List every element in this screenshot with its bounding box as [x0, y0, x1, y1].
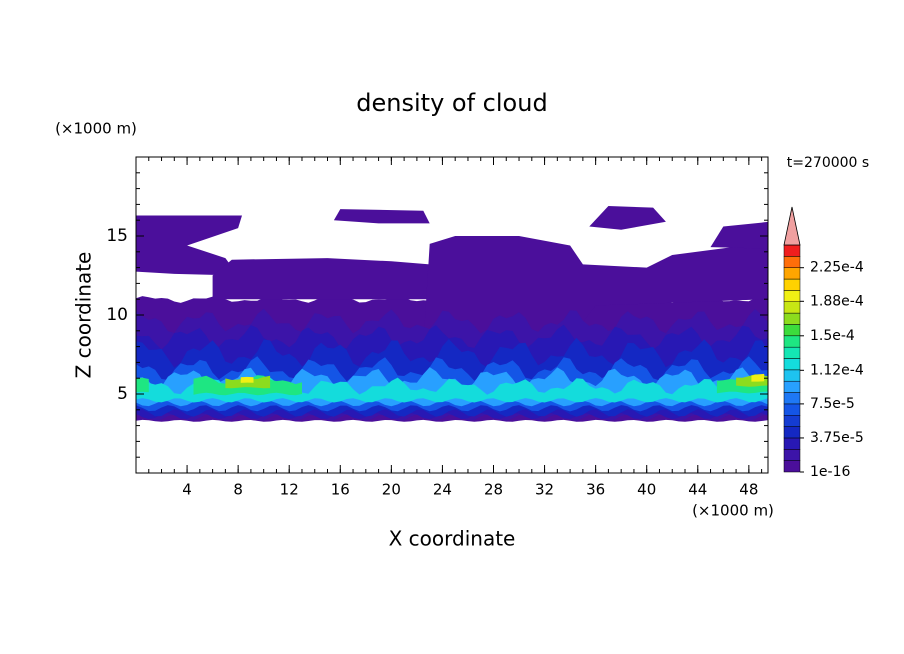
colorbar-label: 2.25e-4 — [810, 260, 864, 276]
colorbar-box — [783, 380, 801, 393]
colorbar-box — [783, 256, 801, 268]
colorbar-label: 7.5e-5 — [810, 396, 855, 412]
x-tick-label: 28 — [484, 481, 503, 499]
colorbar-box — [783, 358, 801, 371]
contour-region — [136, 377, 768, 403]
colorbar-box — [783, 278, 801, 291]
x-tick-label: 12 — [280, 481, 299, 499]
colorbar-box — [783, 244, 801, 257]
colorbar-box — [783, 335, 801, 348]
x-tick-label: 36 — [586, 481, 605, 499]
colorbar-box — [783, 426, 801, 439]
colorbar-label: 1.5e-4 — [810, 328, 855, 344]
contour-region — [212, 258, 430, 300]
colorbar-box — [783, 437, 801, 450]
contour-region — [589, 206, 666, 230]
x-tick-label: 44 — [688, 481, 707, 499]
contour-region — [710, 221, 768, 249]
colorbar-label: 3.75e-5 — [810, 430, 864, 446]
contour-region — [136, 377, 149, 393]
colorbar-label: 1.88e-4 — [810, 293, 864, 309]
y-axis-label: Z coordinate — [72, 252, 96, 379]
x-tick-label: 20 — [382, 481, 401, 499]
colorbar-box — [783, 301, 801, 314]
colorbar-box — [783, 403, 801, 416]
colorbar-label: 1e-16 — [810, 464, 850, 480]
contour-region — [333, 209, 430, 224]
x-tick-label: 8 — [233, 481, 243, 499]
chart-title: density of cloud — [356, 89, 547, 117]
contour-region — [240, 376, 254, 383]
colorbar-box — [783, 369, 801, 382]
colorbar-box — [783, 460, 801, 473]
x-axis-label: X coordinate — [389, 527, 516, 551]
time-label: t=270000 s — [787, 155, 869, 171]
x-tick-label: 16 — [331, 481, 350, 499]
x-tick-label: 4 — [182, 481, 192, 499]
y-unit: (×1000 m) — [55, 120, 137, 138]
x-unit: (×1000 m) — [692, 502, 774, 520]
colorbar-box — [783, 415, 801, 427]
colorbar-box — [783, 449, 801, 461]
colorbar-label: 1.12e-4 — [810, 362, 864, 378]
colorbar-box — [783, 392, 801, 405]
y-tick-label: 5 — [117, 384, 128, 404]
contour-field — [136, 206, 768, 422]
x-tick-label: 32 — [535, 481, 554, 499]
colorbar-extend — [783, 206, 801, 246]
y-tick-label: 10 — [106, 305, 128, 325]
colorbar-box — [783, 346, 801, 359]
colorbar-box — [783, 267, 801, 280]
colorbar-box — [783, 312, 801, 325]
x-tick-label: 40 — [637, 481, 656, 499]
x-tick-label: 48 — [739, 481, 758, 499]
y-tick-label: 15 — [106, 226, 128, 246]
colorbar-box — [783, 290, 801, 302]
contour-region — [136, 215, 242, 276]
x-tick-label: 24 — [433, 481, 452, 499]
colorbar-box — [783, 324, 801, 337]
contour-region — [751, 373, 765, 382]
